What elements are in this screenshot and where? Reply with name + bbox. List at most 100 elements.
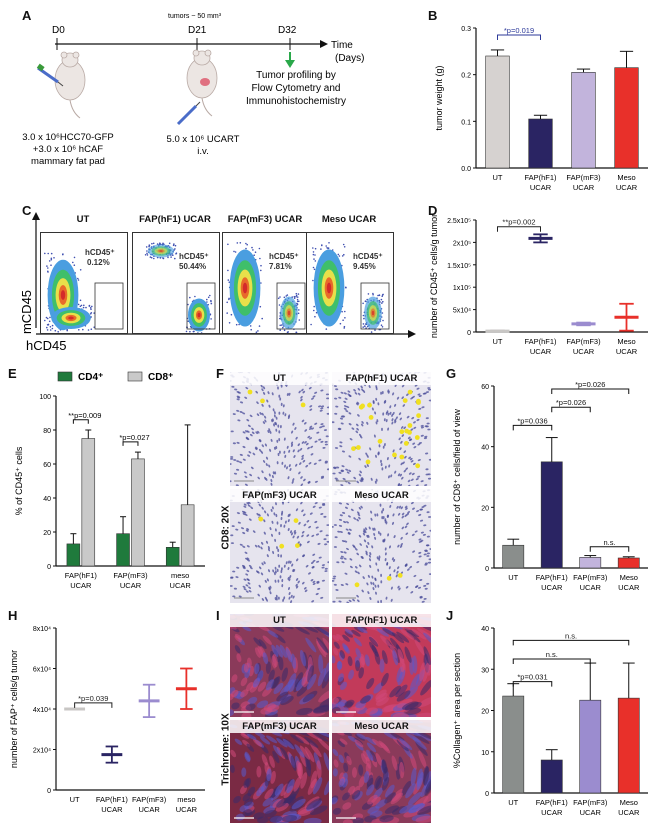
y-axis-label: number of CD45⁺ cells/g tumor — [429, 214, 439, 338]
significance-label: *p=0.039 — [78, 694, 108, 703]
y-tick-label: 10 — [481, 750, 489, 757]
mouse-with-tumor-icon — [186, 49, 218, 117]
y-tick-label: 6x10⁴ — [33, 667, 51, 674]
x-tick-label: FAP(mF3) — [566, 337, 601, 346]
gate-label: hCD45⁺ — [353, 252, 383, 261]
flow-title-1: FAP(hF1) UCAR — [139, 214, 211, 225]
y-tick-label: 40 — [43, 496, 51, 503]
x-tick-label: Meso — [620, 798, 638, 807]
y-tick-label: 8x10⁴ — [33, 626, 51, 633]
significance-bracket — [512, 681, 553, 687]
y-tick-label: 40 — [481, 445, 489, 452]
tumors-note: tumors ~ 50 mm³ — [168, 13, 222, 20]
y-tick-label: 2x10⁴ — [33, 748, 51, 755]
flow-plot-1: hCD45⁺ 50.44% — [132, 232, 220, 334]
y-tick-label: 20 — [481, 709, 489, 716]
panel-label-c: C — [22, 203, 32, 218]
x-tick-label: UCAR — [580, 583, 602, 592]
label-d32: D32 — [278, 25, 297, 36]
significance-label: n.s. — [603, 538, 615, 547]
ihc-cd8-tile-1: FAP(hF1) UCAR — [332, 372, 431, 486]
bar — [131, 458, 145, 567]
x-tick-label: UCAR — [580, 808, 602, 817]
flow-axes: mCD45 hCD45 — [22, 212, 416, 353]
x-tick-label: FAP(hF1) — [65, 571, 98, 580]
x-tick-label: UCAR — [616, 347, 638, 356]
gate-label: hCD45⁺ — [85, 248, 115, 257]
x-tick-label: UT — [493, 173, 503, 182]
y-tick-label: 0.1 — [461, 119, 471, 126]
x-tick-label: UCAR — [138, 805, 160, 814]
panel-label-i: I — [216, 608, 220, 623]
x-tick-label: FAP(mF3) — [573, 573, 608, 582]
y-tick-label: 2.5x10⁵ — [447, 218, 471, 225]
x-tick-label: UCAR — [573, 347, 595, 356]
x-tick-label: FAP(mF3) — [132, 795, 167, 804]
bar — [66, 543, 81, 567]
panel-label-h: H — [8, 608, 18, 623]
significance-label: **p=0.009 — [68, 411, 101, 420]
bar — [165, 547, 180, 567]
chart-h-fap-counts: 0 2x10⁴ 4x10⁴ 6x10⁴ 8x10⁴ number of FAP⁺ cell… — [9, 626, 205, 814]
x-tick-label: UT — [508, 573, 518, 582]
timeline-schematic: D0 D21 D32 tumors ~ 50 mm³ Time (Days) T… — [22, 13, 364, 167]
flow-density: hCD45⁺0.12% — [44, 248, 124, 333]
tile-title: FAP(hF1) UCAR — [332, 614, 431, 627]
bar — [617, 557, 640, 569]
tile-title: FAP(mF3) UCAR — [230, 489, 329, 502]
bar — [180, 504, 195, 567]
chart-j-collagen: 0 10 20 30 40 %Collagen⁺ area per section UT FA… — [452, 626, 648, 817]
profiling-line-3: Immunohistochemistry — [246, 96, 346, 107]
gate-label: hCD45⁺ — [269, 252, 299, 261]
tile-title: UT — [230, 372, 329, 385]
label-d0: D0 — [52, 25, 65, 36]
tile-title: UT — [230, 614, 329, 627]
y-tick-label: 60 — [43, 462, 51, 469]
significance-label: *p=0.019 — [504, 26, 534, 35]
flow-xlabel: hCD45 — [26, 338, 66, 353]
significance-label: n.s. — [565, 631, 577, 640]
bar — [614, 67, 639, 169]
profiling-line-2: Flow Cytometry and — [252, 83, 341, 94]
gate-label: hCD45⁺ — [179, 252, 209, 261]
significance-bracket — [551, 388, 630, 395]
x-tick-label: FAP(mF3) — [566, 173, 601, 182]
x-tick-label: Meso — [617, 337, 635, 346]
x-tick-label: UCAR — [120, 581, 142, 590]
x-tick-label: FAP(hF1) — [536, 798, 569, 807]
significance-bracket — [497, 34, 541, 40]
x-tick-label: UCAR — [176, 805, 198, 814]
flow-plot-0: hCD45⁺ 0.12% — [40, 232, 128, 334]
bar — [116, 533, 130, 567]
trichrome-tile-1: FAP(hF1) UCAR — [332, 614, 431, 717]
bar — [81, 438, 96, 567]
y-tick-label: 5x10⁴ — [453, 308, 471, 315]
x-tick-label: UCAR — [530, 183, 552, 192]
flow-title-2: FAP(mF3) UCAR — [227, 214, 303, 225]
profiling-line-1: Tumor profiling by — [256, 70, 336, 81]
x-tick-label: FAP(hF1) — [536, 573, 569, 582]
trichrome-tile-0: UT — [230, 614, 329, 717]
y-tick-label: 20 — [43, 530, 51, 537]
panel-label-j: J — [446, 608, 454, 623]
panel-label-d: D — [428, 203, 438, 218]
gate-percent: 9.45% — [353, 262, 376, 271]
y-tick-label: 40 — [481, 626, 489, 633]
trichrome-tile-2: FAP(mF3) UCAR — [230, 720, 329, 823]
flow-density: hCD45⁺50.44% — [144, 242, 216, 333]
legend-label: CD4⁺ — [78, 372, 103, 383]
y-tick-label: 0 — [485, 791, 489, 798]
y-tick-label: 60 — [481, 384, 489, 391]
x-tick-label: FAP(mF3) — [573, 798, 608, 807]
significance-bracket — [72, 419, 89, 424]
bar — [579, 699, 602, 794]
bar — [540, 461, 563, 569]
x-tick-label: meso — [177, 795, 195, 804]
ihc-cd8-tile-0: UT — [230, 372, 329, 486]
flow-x-arrowhead — [408, 330, 416, 338]
flow-density: hCD45⁺7.81% — [226, 242, 306, 333]
gate-percent: 7.81% — [269, 262, 292, 271]
significance-bracket — [589, 546, 630, 552]
y-axis-label: number of FAP⁺ cells/g tumor — [9, 650, 19, 768]
flow-density: hCD45⁺9.45% — [310, 242, 390, 333]
